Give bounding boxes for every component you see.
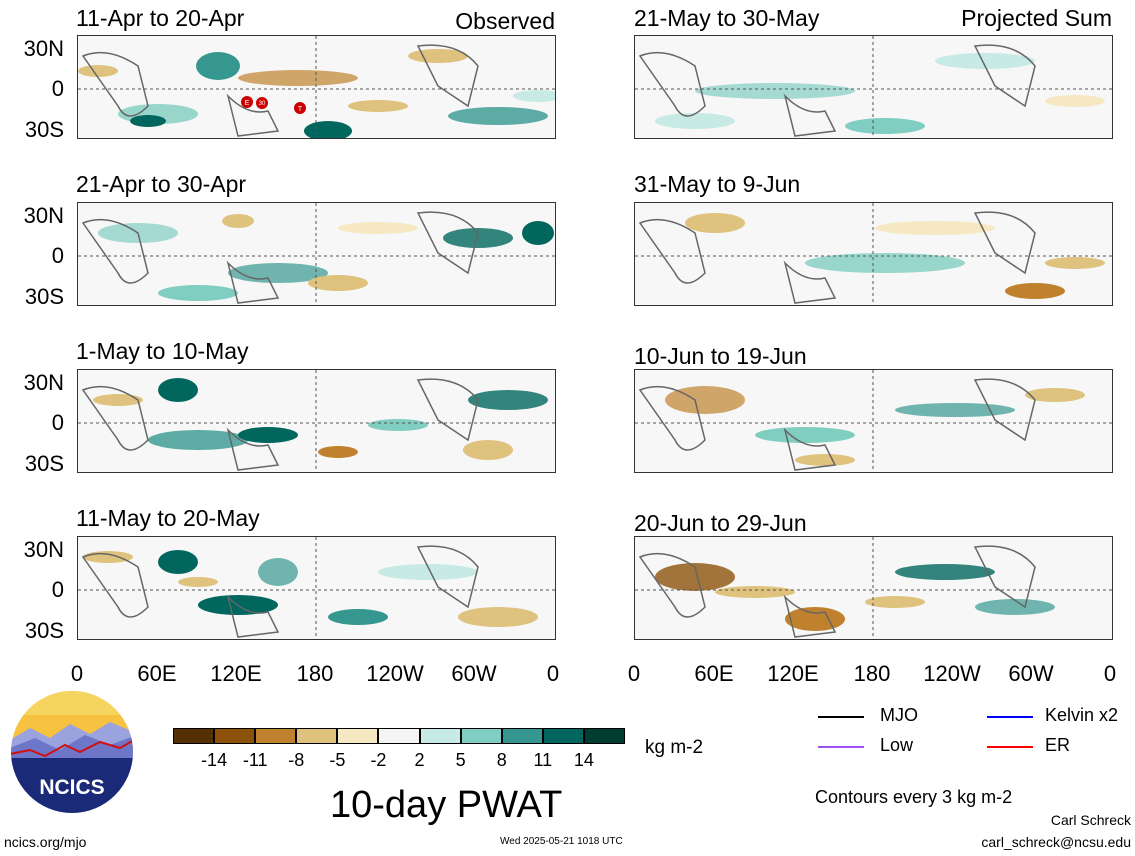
legend-low-label: Low xyxy=(880,735,914,755)
panel-title-6: 31-May to 9-Jun xyxy=(634,171,801,197)
map-panel-3 xyxy=(77,369,556,473)
legend-mjo-label: MJO xyxy=(880,705,918,725)
svg-text:E: E xyxy=(245,100,250,107)
legend-low-line xyxy=(818,746,864,748)
colorbar-cell xyxy=(419,728,461,744)
colorbar-cell xyxy=(255,728,297,744)
colorbar-cell xyxy=(173,728,215,744)
lon-label-left-0-end: 0 xyxy=(546,661,560,686)
projected-label: Projected Sum xyxy=(961,5,1112,31)
lat-label-0: 0 xyxy=(51,243,64,268)
colorbar-label: -8 xyxy=(288,750,305,770)
lat-label-30s: 30S xyxy=(24,284,64,309)
colorbar-label: -2 xyxy=(370,750,387,770)
colorbar-label: 11 xyxy=(533,750,553,770)
map-panel-7 xyxy=(634,369,1113,473)
author-email: carl_schreck@ncsu.edu xyxy=(981,834,1131,850)
main-title: 10-day PWAT xyxy=(330,784,563,826)
lon-label-right-120w: 120W xyxy=(923,661,981,686)
lon-label-left-60e: 60E xyxy=(137,661,177,686)
map-panel-8 xyxy=(634,536,1113,640)
system-marker-t: T xyxy=(294,102,306,114)
lat-label-30s: 30S xyxy=(24,618,64,643)
panel-title-5: 21-May to 30-May xyxy=(634,5,820,31)
timestamp: Wed 2025-05-21 1018 UTC xyxy=(500,836,623,847)
legend-kelvin-label: Kelvin x2 xyxy=(1045,705,1119,725)
panel-title-4: 11-May to 20-May xyxy=(76,505,260,531)
map-panel-2 xyxy=(77,202,556,306)
observed-label: Observed xyxy=(455,8,555,34)
legend-er-label: ER xyxy=(1045,735,1071,755)
colorbar-label: 2 xyxy=(414,750,425,770)
colorbar-cell xyxy=(214,728,256,744)
lat-label-0: 0 xyxy=(51,410,64,435)
colorbar-cell xyxy=(296,728,338,744)
legend-kelvin-line xyxy=(987,716,1033,718)
panel-title-7: 10-Jun to 19-Jun xyxy=(634,343,807,369)
lat-label-0: 0 xyxy=(51,577,64,602)
lon-label-right-120e: 120E xyxy=(767,661,819,686)
system-marker-30: 30 xyxy=(256,97,268,109)
colorbar-cell xyxy=(460,728,502,744)
colorbar-label: -5 xyxy=(329,750,346,770)
site-url: ncics.org/mjo xyxy=(4,834,87,850)
colorbar-cell xyxy=(583,728,625,744)
lon-label-right-0-end: 0 xyxy=(1103,661,1117,686)
colorbar-cell xyxy=(337,728,379,744)
lon-label-right-0: 0 xyxy=(627,661,641,686)
panel-title-3: 1-May to 10-May xyxy=(76,338,249,364)
lat-label-30s: 30S xyxy=(24,117,64,142)
lat-label-30n: 30N xyxy=(23,537,64,562)
colorbar-label: 14 xyxy=(573,750,594,770)
legend-mjo-line xyxy=(818,716,864,718)
lat-label-30n: 30N xyxy=(23,370,64,395)
lon-label-left-60w: 60W xyxy=(451,661,497,686)
map-panel-4 xyxy=(77,536,556,640)
author-name: Carl Schreck xyxy=(1050,812,1131,828)
colorbar-label: 8 xyxy=(496,750,507,770)
map-panel-5 xyxy=(634,35,1113,139)
colorbar-label: -11 xyxy=(242,750,268,770)
lat-label-30n: 30N xyxy=(23,36,64,61)
lon-label-left-120e: 120E xyxy=(210,661,262,686)
colorbar-cell xyxy=(542,728,584,744)
svg-text:T: T xyxy=(298,106,303,113)
panel-title-1: 11-Apr to 20-Apr xyxy=(76,5,245,31)
lat-label-0: 0 xyxy=(51,76,64,101)
ncics-logo: NCICS xyxy=(10,690,134,814)
lon-label-right-60e: 60E xyxy=(694,661,734,686)
lat-label-30n: 30N xyxy=(23,203,64,228)
colorbar-units: kg m-2 xyxy=(645,737,704,758)
system-marker-e: E xyxy=(241,96,253,108)
lon-label-right-60w: 60W xyxy=(1008,661,1054,686)
lon-label-left-120w: 120W xyxy=(366,661,424,686)
colorbar-cell xyxy=(501,728,543,744)
colorbar-cell xyxy=(378,728,420,744)
lon-label-left-0: 0 xyxy=(70,661,84,686)
legend-er-line xyxy=(987,746,1033,748)
svg-text:30: 30 xyxy=(259,101,266,107)
lon-label-right-180: 180 xyxy=(853,661,891,686)
panel-title-2: 21-Apr to 30-Apr xyxy=(76,171,247,197)
map-panel-6 xyxy=(634,202,1113,306)
colorbar-label: 5 xyxy=(455,750,466,770)
lon-label-left-180: 180 xyxy=(296,661,334,686)
lat-label-30s: 30S xyxy=(24,451,64,476)
colorbar xyxy=(173,728,625,744)
svg-text:NCICS: NCICS xyxy=(39,776,104,799)
colorbar-label: -14 xyxy=(201,750,228,770)
panel-title-8: 20-Jun to 29-Jun xyxy=(634,510,807,536)
contour-note: Contours every 3 kg m-2 xyxy=(815,787,1013,807)
map-panel-1: E 30 T xyxy=(77,35,556,139)
